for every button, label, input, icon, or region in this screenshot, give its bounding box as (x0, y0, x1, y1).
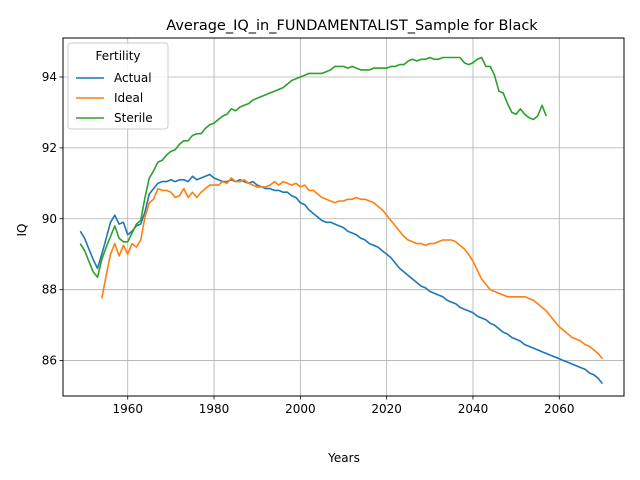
y-tick-label: 88 (42, 283, 57, 297)
y-tick-label: 92 (42, 141, 57, 155)
x-axis: 1960 1980 2000 2020 2040 2060 (112, 396, 575, 416)
grid-lines (63, 38, 624, 396)
legend-label-actual: Actual (114, 71, 152, 85)
x-tick-label: 2040 (458, 402, 489, 416)
y-tick-label: 94 (42, 70, 57, 84)
x-axis-label: Years (327, 451, 360, 465)
legend-title: Fertility (95, 49, 140, 63)
plot-area (79, 56, 604, 385)
series-line-sterile (79, 56, 548, 279)
y-tick-label: 86 (42, 354, 57, 368)
x-tick-label: 2060 (544, 402, 575, 416)
series-line-actual (79, 173, 604, 385)
x-tick-label: 2000 (285, 402, 316, 416)
legend-label-ideal: Ideal (114, 91, 143, 105)
series-line-ideal (101, 177, 604, 360)
chart-title: Average_IQ_in_FUNDAMENTALIST_Sample for … (166, 18, 538, 34)
legend-box (67, 42, 169, 130)
x-tick-label: 1980 (199, 402, 230, 416)
axes-frame (62, 37, 625, 397)
y-tick-label: 90 (42, 212, 57, 226)
legend: Fertility Actual Ideal Sterile (67, 42, 169, 130)
x-tick-label: 2020 (371, 402, 402, 416)
y-axis: 86 88 90 92 94 (42, 70, 63, 368)
legend-label-sterile: Sterile (114, 111, 153, 125)
x-tick-label: 1960 (112, 402, 143, 416)
y-axis-label: IQ (15, 224, 29, 237)
